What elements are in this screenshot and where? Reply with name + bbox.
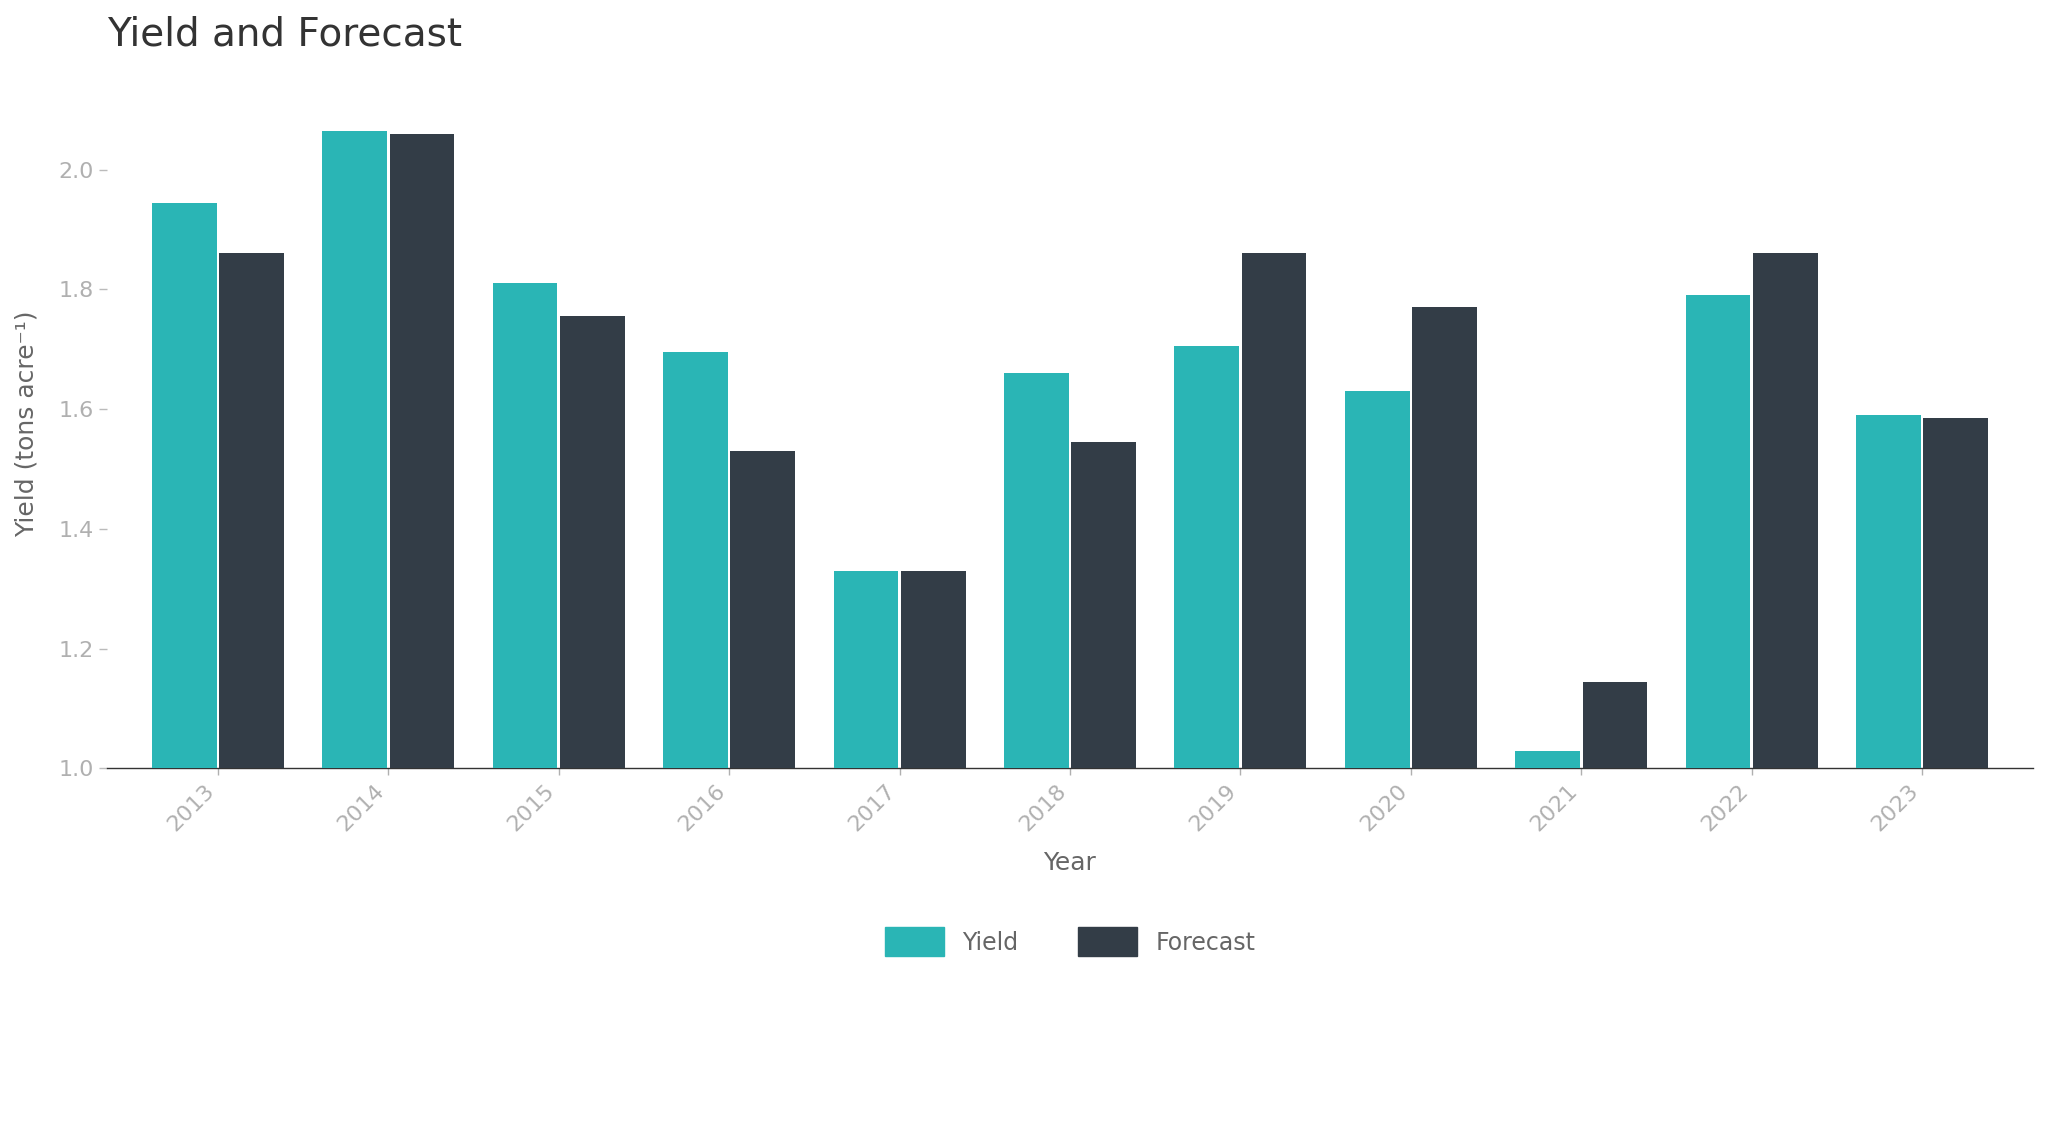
Bar (1174, 346, 1239, 768)
Bar (1004, 373, 1069, 768)
Bar (1753, 253, 1819, 768)
Bar (389, 133, 455, 768)
Bar (731, 451, 795, 768)
Bar (1413, 307, 1477, 768)
Bar (1241, 253, 1307, 768)
Bar (834, 571, 899, 768)
Bar (1686, 295, 1751, 768)
Bar (901, 571, 965, 768)
Legend: Yield, Forecast: Yield, Forecast (874, 918, 1266, 966)
Bar (1516, 750, 1581, 768)
Bar (1855, 415, 1921, 768)
Bar (152, 202, 217, 768)
Bar (1923, 418, 1989, 768)
Text: Yield and Forecast: Yield and Forecast (106, 15, 463, 53)
Bar (1583, 681, 1647, 768)
Y-axis label: Yield (tons acre⁻¹): Yield (tons acre⁻¹) (14, 311, 39, 538)
Bar (494, 284, 557, 768)
Bar (1071, 442, 1137, 768)
Bar (664, 353, 727, 768)
Bar (1346, 391, 1409, 768)
Bar (559, 316, 625, 768)
X-axis label: Year: Year (1044, 851, 1096, 876)
Bar (322, 131, 387, 768)
Bar (219, 253, 285, 768)
